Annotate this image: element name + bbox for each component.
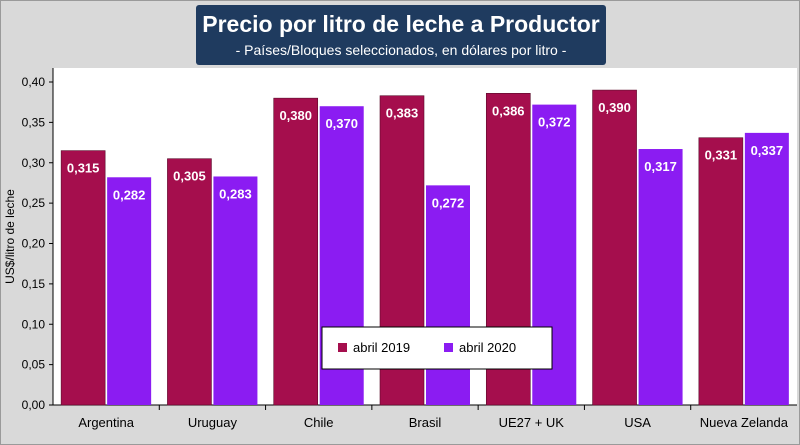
y-axis-title: US$/litro de leche xyxy=(3,189,17,284)
data-label: 0,380 xyxy=(279,108,312,123)
x-tick-label: Chile xyxy=(304,415,334,430)
bar-abril-2020 xyxy=(638,149,683,405)
data-label: 0,305 xyxy=(173,169,206,184)
data-label: 0,331 xyxy=(705,148,738,163)
data-label: 0,337 xyxy=(751,143,784,158)
y-tick-label: 0,00 xyxy=(22,398,46,412)
x-tick-label: Uruguay xyxy=(188,415,238,430)
bar-abril-2019 xyxy=(167,158,212,406)
legend-box xyxy=(321,326,553,370)
data-label: 0,390 xyxy=(598,100,631,115)
title-box: Precio por litro de leche a Productor - … xyxy=(196,5,606,65)
data-label: 0,315 xyxy=(67,161,100,176)
data-label: 0,386 xyxy=(492,103,525,118)
data-label: 0,283 xyxy=(219,186,252,201)
data-label: 0,317 xyxy=(644,159,677,174)
bar-abril-2019 xyxy=(592,89,637,406)
chart-title: Precio por litro de leche a Productor xyxy=(202,11,600,37)
bar-abril-2020 xyxy=(213,176,258,405)
data-label: 0,383 xyxy=(386,106,419,121)
data-label: 0,272 xyxy=(432,195,465,210)
data-label: 0,282 xyxy=(113,187,146,202)
legend-label: abril 2019 xyxy=(353,340,410,355)
y-tick-label: 0,20 xyxy=(22,237,46,251)
bar-abril-2020 xyxy=(426,185,470,405)
y-tick-label: 0,40 xyxy=(22,75,46,89)
y-tick-label: 0,05 xyxy=(22,358,46,372)
bar-abril-2019 xyxy=(60,150,106,406)
x-tick-label: Brasil xyxy=(409,415,442,430)
x-tick-label: UE27 + UK xyxy=(499,415,565,430)
x-tick-label: Argentina xyxy=(78,415,134,430)
y-tick-label: 0,30 xyxy=(22,156,46,170)
y-tick-label: 0,10 xyxy=(22,317,46,331)
legend-label: abril 2020 xyxy=(459,340,516,355)
legend-swatch xyxy=(444,343,453,352)
bar-abril-2020 xyxy=(744,132,789,405)
x-tick-label: USA xyxy=(624,415,651,430)
y-tick-label: 0,15 xyxy=(22,277,46,291)
y-tick-label: 0,35 xyxy=(22,115,46,129)
bar-abril-2019 xyxy=(273,97,319,406)
legend-swatch xyxy=(338,343,347,352)
data-label: 0,372 xyxy=(538,115,571,130)
chart-subtitle: - Países/Bloques seleccionados, en dólar… xyxy=(235,42,567,58)
bar-abril-2019 xyxy=(698,137,744,406)
data-label: 0,370 xyxy=(325,116,358,131)
x-tick-label: Nueva Zelanda xyxy=(700,415,789,430)
bar-abril-2020 xyxy=(107,177,152,405)
y-tick-label: 0,25 xyxy=(22,196,46,210)
